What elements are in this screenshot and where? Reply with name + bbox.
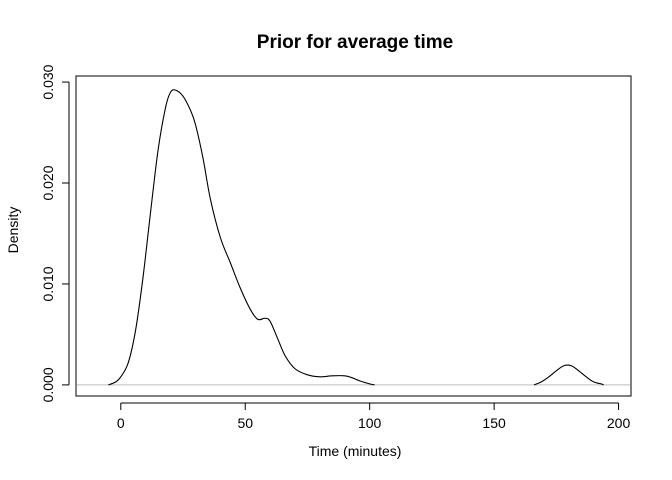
y-axis: 0.000 0.010 0.020 0.030	[40, 64, 70, 402]
y-axis-label: Density	[5, 207, 21, 254]
chart-title: Prior for average time	[257, 32, 453, 53]
x-axis: 0 50 100 150 200	[117, 402, 631, 431]
x-tick-label: 100	[358, 415, 382, 431]
density-curve	[108, 89, 375, 386]
y-tick-label: 0.020	[40, 165, 56, 200]
x-axis-label: Time (minutes)	[309, 443, 402, 459]
y-tick-label: 0.000	[40, 367, 56, 402]
y-tick-label: 0.010	[40, 266, 56, 301]
density-series	[108, 89, 604, 386]
plot-frame	[75, 75, 632, 397]
x-tick-label: 50	[237, 415, 253, 431]
density-curve	[533, 364, 604, 386]
x-tick-label: 0	[117, 415, 125, 431]
y-tick-label: 0.030	[40, 64, 56, 99]
x-tick-label: 200	[607, 415, 631, 431]
x-tick-label: 150	[482, 415, 506, 431]
